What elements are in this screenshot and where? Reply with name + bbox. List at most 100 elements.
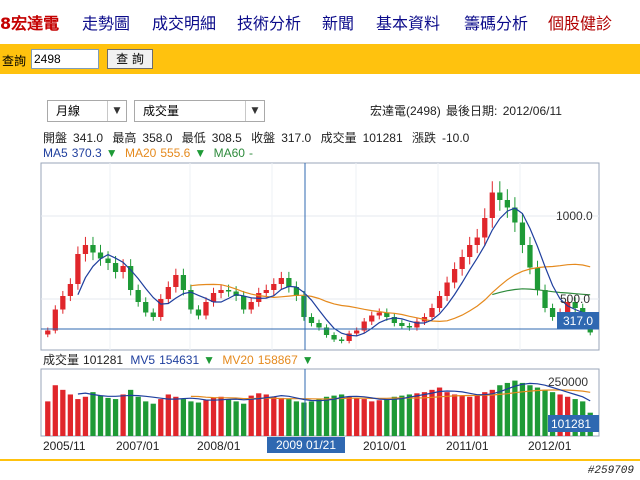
mv5-value: 154631 — [159, 353, 200, 367]
candle — [564, 302, 571, 313]
volume-bar — [195, 402, 202, 436]
price-chart[interactable]: 1000.0 500.0 317.0 — [0, 160, 640, 352]
vol-label: 成交量 — [43, 353, 80, 367]
candle — [128, 266, 134, 290]
volume-bar — [97, 395, 104, 436]
volume-bar — [263, 394, 269, 436]
candle — [112, 263, 119, 272]
volume-bar — [271, 396, 277, 436]
volume-bar — [135, 396, 141, 436]
candle — [369, 315, 375, 322]
candle — [549, 308, 556, 317]
volume-bar — [45, 401, 51, 436]
volume-bar — [301, 402, 307, 436]
candle — [361, 321, 367, 331]
nav-news[interactable]: 新聞 — [322, 14, 355, 33]
volume-bar — [474, 394, 480, 436]
last-date-label: 最後日期: — [446, 104, 498, 118]
nav-trade-detail[interactable]: 成交明細 — [152, 14, 217, 33]
candle — [519, 222, 526, 245]
candle — [301, 296, 307, 317]
volume-bar — [203, 400, 209, 436]
volume-bar — [323, 396, 330, 436]
down-arrow-icon: ▼ — [301, 353, 314, 367]
candle — [323, 327, 330, 335]
vol-value: 101281 — [83, 353, 124, 367]
volume-bar — [233, 401, 239, 436]
candle — [467, 245, 473, 257]
ma60-line — [492, 288, 591, 296]
indicator-select[interactable]: 成交量 ▼ — [134, 100, 265, 122]
volume-chart[interactable]: 250000 101281 — [0, 368, 640, 438]
nav-technical[interactable]: 技術分析 — [237, 14, 302, 33]
candle — [346, 333, 352, 341]
query-bar: 查詢 查 詢 — [0, 44, 640, 74]
top-nav: 8宏達電 走勢圖 成交明細 技術分析 新聞 基本資料 籌碼分析 個股健診 — [0, 0, 640, 44]
volume-bar — [399, 395, 405, 436]
volume-bar — [278, 397, 284, 436]
candle — [60, 296, 66, 310]
candle — [158, 299, 164, 317]
volume-bar — [150, 403, 156, 436]
candle — [497, 192, 503, 200]
price-tick-500: 500.0 — [560, 292, 590, 306]
candle — [218, 290, 224, 293]
candle — [376, 312, 382, 316]
volume-bar — [286, 399, 292, 436]
volume-bar — [361, 399, 367, 436]
candle — [52, 309, 58, 331]
candle — [308, 317, 315, 323]
period-select[interactable]: 月線 ▼ — [47, 100, 127, 122]
volume-bar — [391, 396, 397, 436]
mv20-value: 158867 — [257, 353, 298, 367]
volume-bar — [497, 385, 503, 436]
stock-name-link[interactable]: 8宏達電 — [0, 14, 60, 33]
down-arrow-icon: ▼ — [105, 146, 118, 160]
volume-bar — [421, 392, 428, 436]
volume-bar — [188, 401, 194, 436]
candle — [354, 330, 360, 334]
last-date-value: 2012/06/11 — [502, 104, 562, 118]
mv5-line — [77, 382, 591, 402]
mv5-label: MV5 — [130, 353, 156, 367]
candle — [527, 245, 533, 268]
volume-bar — [549, 392, 556, 436]
volume-bar — [173, 396, 179, 436]
volume-bar — [482, 392, 488, 436]
footer-id: #259709 — [587, 465, 634, 477]
volume-bar — [112, 399, 119, 436]
candle — [293, 287, 300, 296]
volume-bar — [293, 401, 300, 436]
volume-bar — [82, 396, 89, 436]
ma5-line — [77, 207, 591, 337]
stock-code-input[interactable] — [31, 49, 99, 69]
candle — [399, 323, 405, 326]
candle — [195, 309, 202, 316]
nav-fundamental[interactable]: 基本資料 — [376, 14, 441, 33]
candle — [474, 237, 480, 245]
candle — [82, 245, 89, 254]
candle — [391, 317, 397, 323]
nav-chips[interactable]: 籌碼分析 — [464, 14, 529, 33]
volume-badge-text: 101281 — [551, 417, 591, 431]
nav-trend[interactable]: 走勢圖 — [82, 14, 131, 33]
candle — [331, 335, 337, 340]
query-button[interactable]: 查 詢 — [107, 49, 153, 69]
indicator-value: 成交量 — [143, 104, 180, 118]
nav-health-check[interactable]: 個股健診 — [548, 14, 613, 33]
candle — [286, 278, 292, 287]
volume-bar — [180, 399, 187, 436]
candle — [165, 287, 171, 299]
chevron-down-icon: ▼ — [245, 101, 264, 121]
mv20-label: MV20 — [222, 353, 254, 367]
ma-legend: MA5 370.3 ▼ MA20 555.6 ▼ MA60- — [43, 146, 257, 160]
volume-bar — [429, 389, 435, 436]
ma60-value: - — [248, 146, 253, 160]
x-tick: 2007/01 — [116, 439, 160, 453]
down-arrow-icon: ▼ — [194, 146, 207, 160]
candle — [572, 302, 578, 308]
stock-header: 宏達電(2498) 最後日期: 2012/06/11 — [370, 102, 564, 119]
candle — [542, 290, 548, 308]
volume-bar — [451, 394, 458, 436]
candle — [248, 302, 254, 310]
